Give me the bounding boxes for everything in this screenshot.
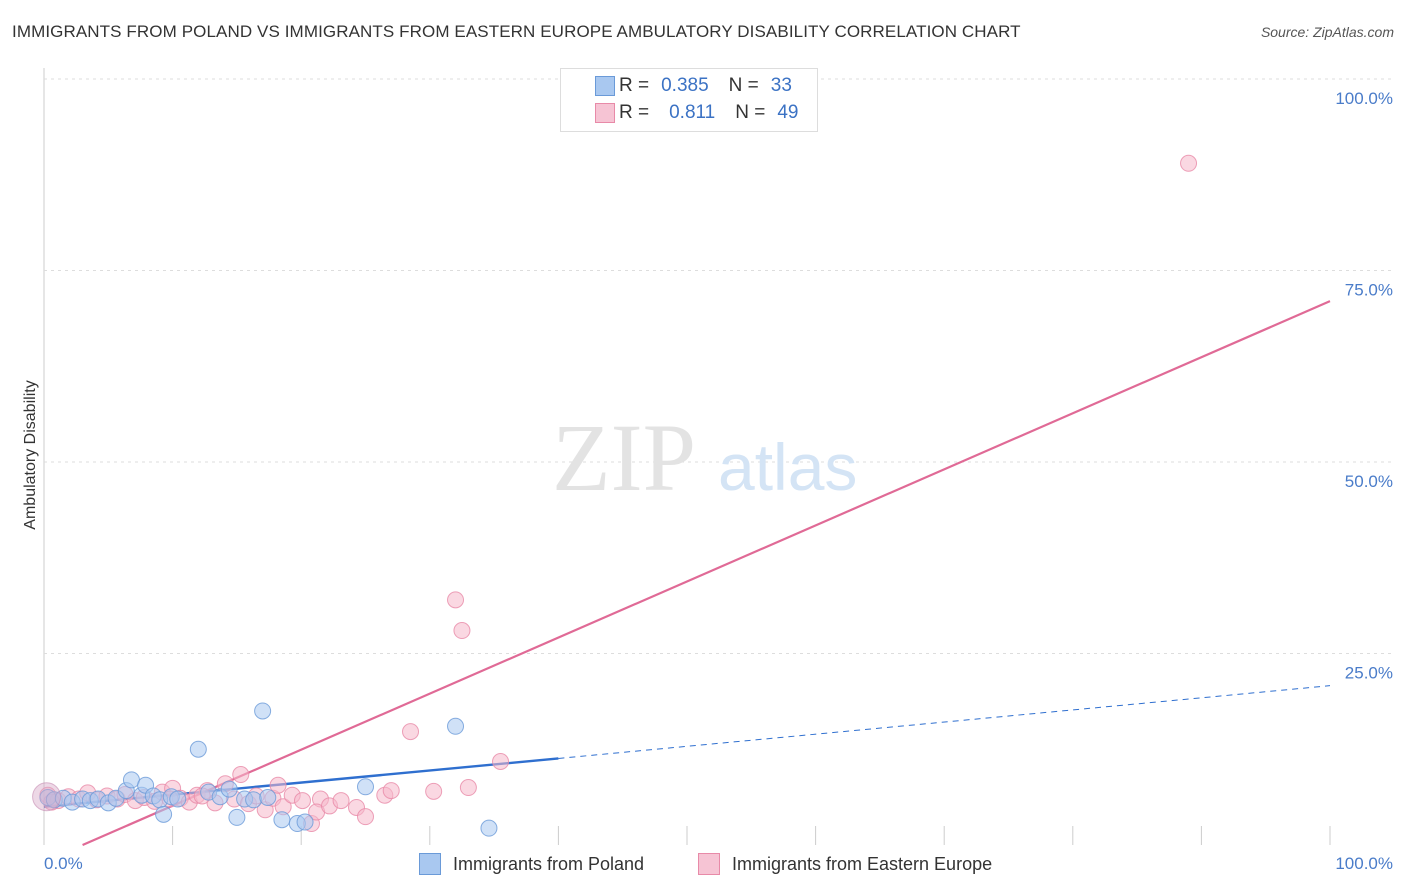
data-point-poland (447, 717, 465, 735)
legend-item-poland[interactable]: Immigrants from Poland (419, 852, 644, 876)
chart-title: IMMIGRANTS FROM POLAND VS IMMIGRANTS FRO… (12, 22, 1021, 41)
data-point-poland (169, 790, 187, 808)
data-point-poland (296, 813, 314, 831)
legend-swatch-eastern-europe (595, 103, 615, 123)
data-point-poland (220, 780, 238, 798)
x-tick-label-min: 0.0% (44, 854, 83, 873)
data-point-eastern-europe (447, 591, 465, 609)
data-point-poland (245, 791, 263, 809)
source-label: Source: ZipAtlas.com (1260, 24, 1394, 40)
data-point-eastern-europe (425, 782, 443, 800)
legend-r-label: R = (619, 102, 650, 123)
legend-r-value: 0.811 (669, 102, 716, 123)
legend-swatch-poland (595, 76, 615, 96)
data-point-poland (122, 771, 140, 789)
watermark-atlas: atlas (718, 430, 857, 504)
y-tick-label: 75.0% (1345, 281, 1393, 300)
legend-n-label: N = (735, 102, 766, 123)
data-point-poland (189, 740, 207, 758)
data-point-eastern-europe (492, 753, 510, 771)
data-point-eastern-europe (332, 792, 350, 810)
data-point-eastern-europe (269, 776, 287, 794)
correlation-legend: R = 0.385 N = 33 R = 0.811 N = 49 (560, 68, 818, 132)
data-point-poland (259, 789, 277, 807)
data-point-eastern-europe (357, 808, 374, 826)
data-point-eastern-europe (402, 723, 420, 741)
data-point-poland (273, 811, 291, 829)
data-point-eastern-europe (459, 779, 477, 797)
legend-label-poland: Immigrants from Poland (453, 853, 645, 874)
data-point-eastern-europe (232, 766, 250, 784)
data-point-eastern-europe (453, 622, 471, 640)
y-axis-label: Ambulatory Disability (22, 380, 39, 529)
legend-n-value: 49 (777, 102, 799, 123)
y-tick-label: 25.0% (1345, 664, 1393, 683)
watermark-zip: ZIP (552, 404, 696, 511)
data-point-eastern-europe (293, 792, 311, 810)
legend-n-value: 33 (770, 75, 792, 96)
trend-lines (43, 300, 1331, 847)
x-tick-label-max: 100.0% (1335, 854, 1393, 873)
data-point-eastern-europe (1180, 154, 1198, 172)
data-points (32, 154, 1198, 837)
data-point-poland (155, 805, 173, 823)
watermark: ZIP atlas (552, 404, 857, 511)
legend-r-label: R = (619, 75, 650, 96)
data-point-poland (228, 808, 246, 826)
legend-row-poland: R = 0.385 N = 33 (595, 73, 792, 99)
trend-line-poland-extrapolated (558, 685, 1331, 759)
data-point-cluster (32, 782, 62, 812)
data-point-poland (254, 702, 272, 720)
legend-swatch-poland (419, 853, 441, 875)
legend-row-eastern-europe: R = 0.811 N = 49 (595, 100, 799, 126)
legend-item-eastern-europe[interactable]: Immigrants from Eastern Europe (698, 852, 992, 876)
data-point-poland (480, 819, 498, 837)
y-tick-label: 100.0% (1335, 89, 1393, 108)
trend-line-eastern-europe (82, 300, 1331, 847)
legend-label-eastern-europe: Immigrants from Eastern Europe (732, 853, 993, 874)
axis-labels: Ambulatory Disability 0.0% 100.0% 25.0% 5… (22, 89, 1393, 873)
y-tick-label: 50.0% (1345, 472, 1393, 491)
legend-swatch-eastern-europe (698, 853, 720, 875)
grid-layer (43, 68, 1393, 845)
legend-r-value: 0.385 (661, 75, 709, 96)
data-point-eastern-europe (382, 782, 400, 800)
data-point-poland (357, 778, 374, 796)
legend-n-label: N = (728, 75, 759, 96)
